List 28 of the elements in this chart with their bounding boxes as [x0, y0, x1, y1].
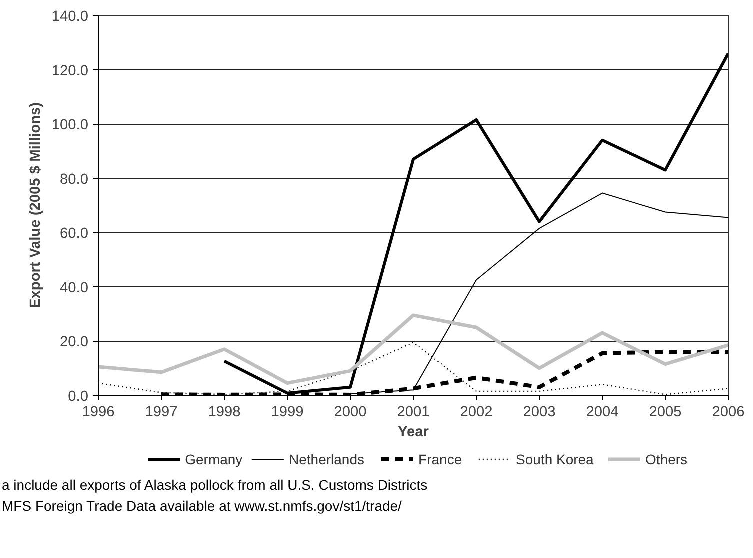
legend-label: Others — [646, 452, 688, 468]
legend-label: Netherlands — [289, 452, 364, 468]
x-tick-label: 2004 — [586, 404, 619, 420]
x-tick-label: 1997 — [145, 404, 178, 420]
x-tick-label: 2000 — [334, 404, 367, 420]
y-tick-label: 100.0 — [52, 118, 89, 134]
y-tick-label: 80.0 — [60, 172, 89, 188]
y-tick-label: 120.0 — [52, 63, 89, 80]
x-tick-label: 2002 — [460, 404, 493, 420]
text: a include all exports of Alaska pollock from all U.S. Customs Districts — [2, 476, 428, 495]
x-tick-label: 2006 — [712, 404, 745, 420]
y-tick-label: 40.0 — [60, 280, 89, 296]
x-tick-label: 1996 — [82, 404, 115, 420]
y-axis-title: Export Value (2005 $ Millions) — [28, 102, 44, 309]
y-tick-label: 140.0 — [52, 9, 89, 25]
x-tick-label: 1998 — [208, 404, 241, 420]
y-tick-label: 60.0 — [60, 226, 89, 242]
legend-label: South Korea — [516, 452, 594, 468]
x-tick-label: 2001 — [397, 404, 430, 420]
x-tick-label: 2005 — [649, 404, 682, 420]
legend-label: France — [418, 452, 462, 468]
y-tick-label: 20.0 — [60, 334, 89, 351]
legend-label: Germany — [185, 452, 243, 468]
x-axis-title: Year — [398, 424, 430, 440]
x-tick-label: 2003 — [523, 404, 556, 420]
x-tick-label: 1999 — [271, 404, 304, 420]
y-tick-label: 0.0 — [68, 389, 88, 405]
text: MFS Foreign Trade Data available at www.st.nmfs.gov/st1/trade/ — [2, 497, 402, 516]
